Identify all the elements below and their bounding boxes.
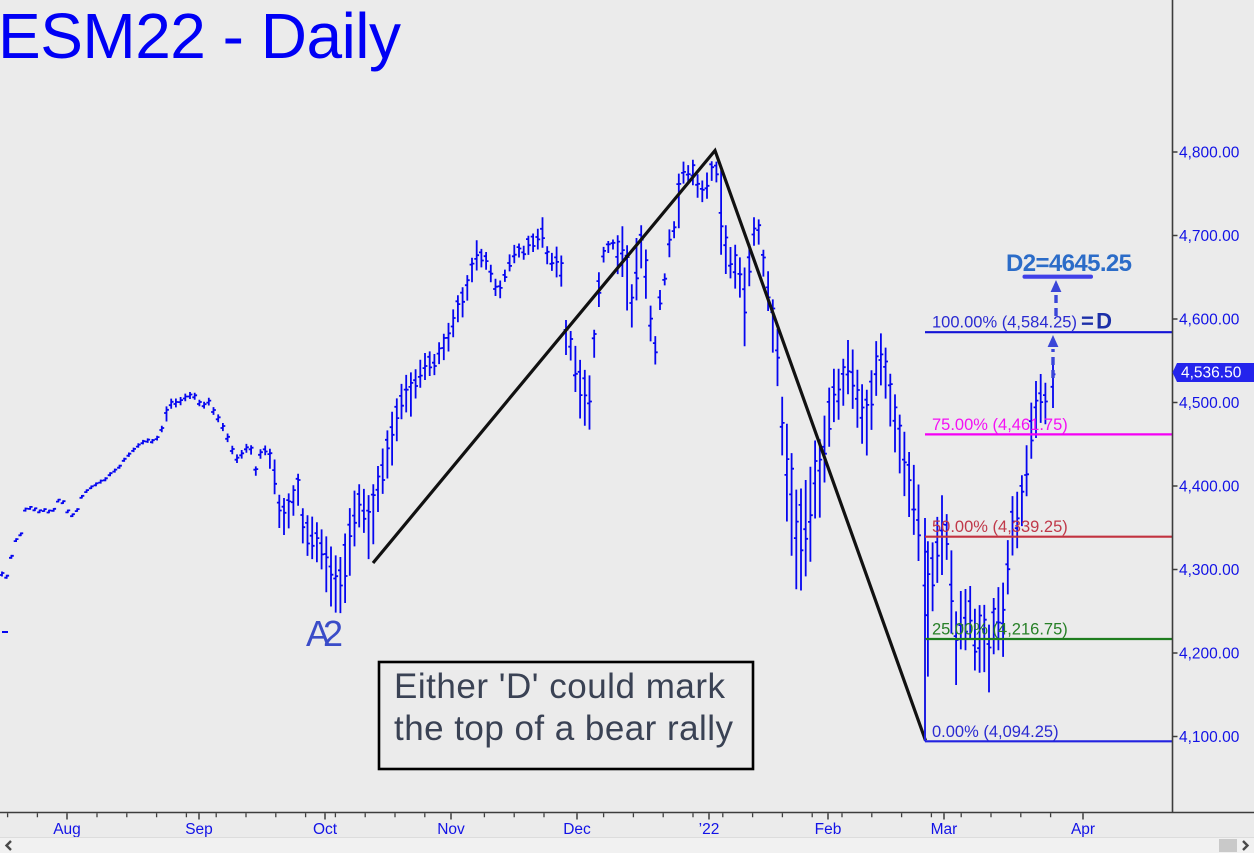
svg-text:100.00% (4,584.25): 100.00% (4,584.25)	[932, 314, 1077, 332]
svg-text:4,300.00: 4,300.00	[1179, 562, 1240, 579]
svg-text:Sep: Sep	[185, 821, 213, 838]
svg-text:ESM22 - Daily: ESM22 - Daily	[0, 0, 401, 72]
svg-text:4,400.00: 4,400.00	[1179, 479, 1240, 496]
svg-text:A2: A2	[306, 613, 343, 654]
svg-text:4,800.00: 4,800.00	[1179, 145, 1240, 162]
svg-text:’22: ’22	[699, 821, 720, 838]
svg-text:Aug: Aug	[53, 821, 81, 838]
svg-text:Either 'D' could mark: Either 'D' could mark	[394, 667, 726, 706]
svg-text:50.00% (4,339.25): 50.00% (4,339.25)	[932, 518, 1068, 536]
svg-text:4,500.00: 4,500.00	[1179, 395, 1240, 412]
svg-text:75.00% (4,461.75): 75.00% (4,461.75)	[932, 416, 1068, 434]
svg-text:Nov: Nov	[437, 821, 465, 838]
svg-text:4,700.00: 4,700.00	[1179, 228, 1240, 245]
svg-text:4,100.00: 4,100.00	[1179, 729, 1240, 746]
svg-text:=D: =D	[1081, 309, 1112, 334]
svg-text:Feb: Feb	[815, 821, 842, 838]
svg-text:0.00% (4,094.25): 0.00% (4,094.25)	[932, 723, 1059, 741]
svg-text:Apr: Apr	[1071, 821, 1095, 838]
svg-text:D2=4645.25: D2=4645.25	[1006, 250, 1132, 277]
svg-text:Dec: Dec	[563, 821, 591, 838]
svg-text:4,536.50: 4,536.50	[1181, 365, 1242, 382]
svg-text:25.00% (4,216.75): 25.00% (4,216.75)	[932, 621, 1068, 639]
svg-text:Oct: Oct	[313, 821, 338, 838]
svg-text:Mar: Mar	[931, 821, 958, 838]
svg-text:the top of a bear rally: the top of a bear rally	[394, 709, 734, 748]
svg-text:4,600.00: 4,600.00	[1179, 312, 1240, 329]
svg-text:4,200.00: 4,200.00	[1179, 646, 1240, 663]
